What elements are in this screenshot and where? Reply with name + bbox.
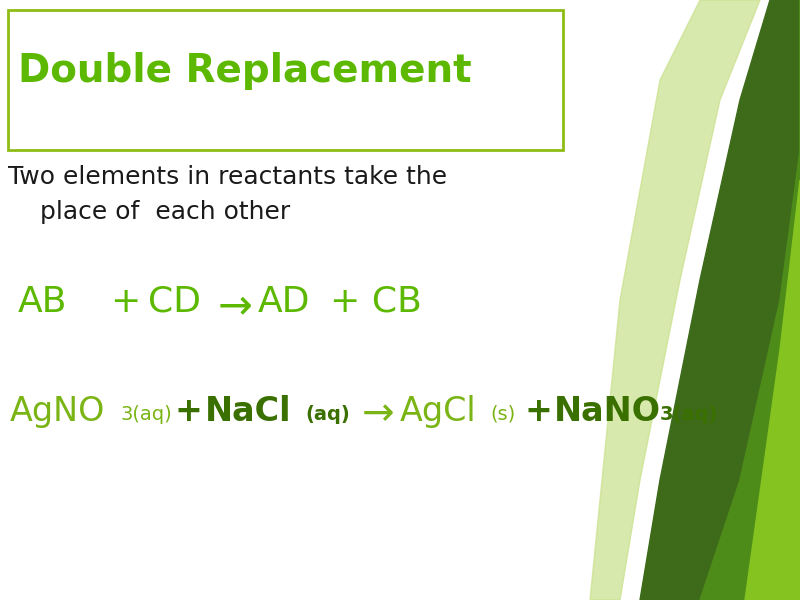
FancyBboxPatch shape <box>8 10 563 150</box>
Text: 3(aq): 3(aq) <box>660 405 718 424</box>
Text: Double Replacement: Double Replacement <box>18 52 472 90</box>
Text: →: → <box>218 285 253 327</box>
Text: 3(aq): 3(aq) <box>120 405 172 424</box>
Text: AgCl: AgCl <box>400 395 477 428</box>
Text: NaNO: NaNO <box>554 395 661 428</box>
Text: +: + <box>175 395 203 428</box>
Text: + CB: + CB <box>330 285 422 319</box>
Text: NaCl: NaCl <box>205 395 291 428</box>
Polygon shape <box>745 180 800 600</box>
Text: place of  each other: place of each other <box>8 200 290 224</box>
Text: Two elements in reactants take the: Two elements in reactants take the <box>8 165 447 189</box>
Text: AgNO: AgNO <box>10 395 106 428</box>
Polygon shape <box>700 0 800 600</box>
Text: →: → <box>362 395 394 433</box>
Text: CD: CD <box>148 285 201 319</box>
Polygon shape <box>640 0 800 600</box>
Text: AB: AB <box>18 285 67 319</box>
Text: (aq): (aq) <box>305 405 350 424</box>
Text: (s): (s) <box>490 405 515 424</box>
Text: +: + <box>524 395 552 428</box>
Text: +: + <box>110 285 140 319</box>
Polygon shape <box>590 0 760 600</box>
Text: AD: AD <box>258 285 310 319</box>
